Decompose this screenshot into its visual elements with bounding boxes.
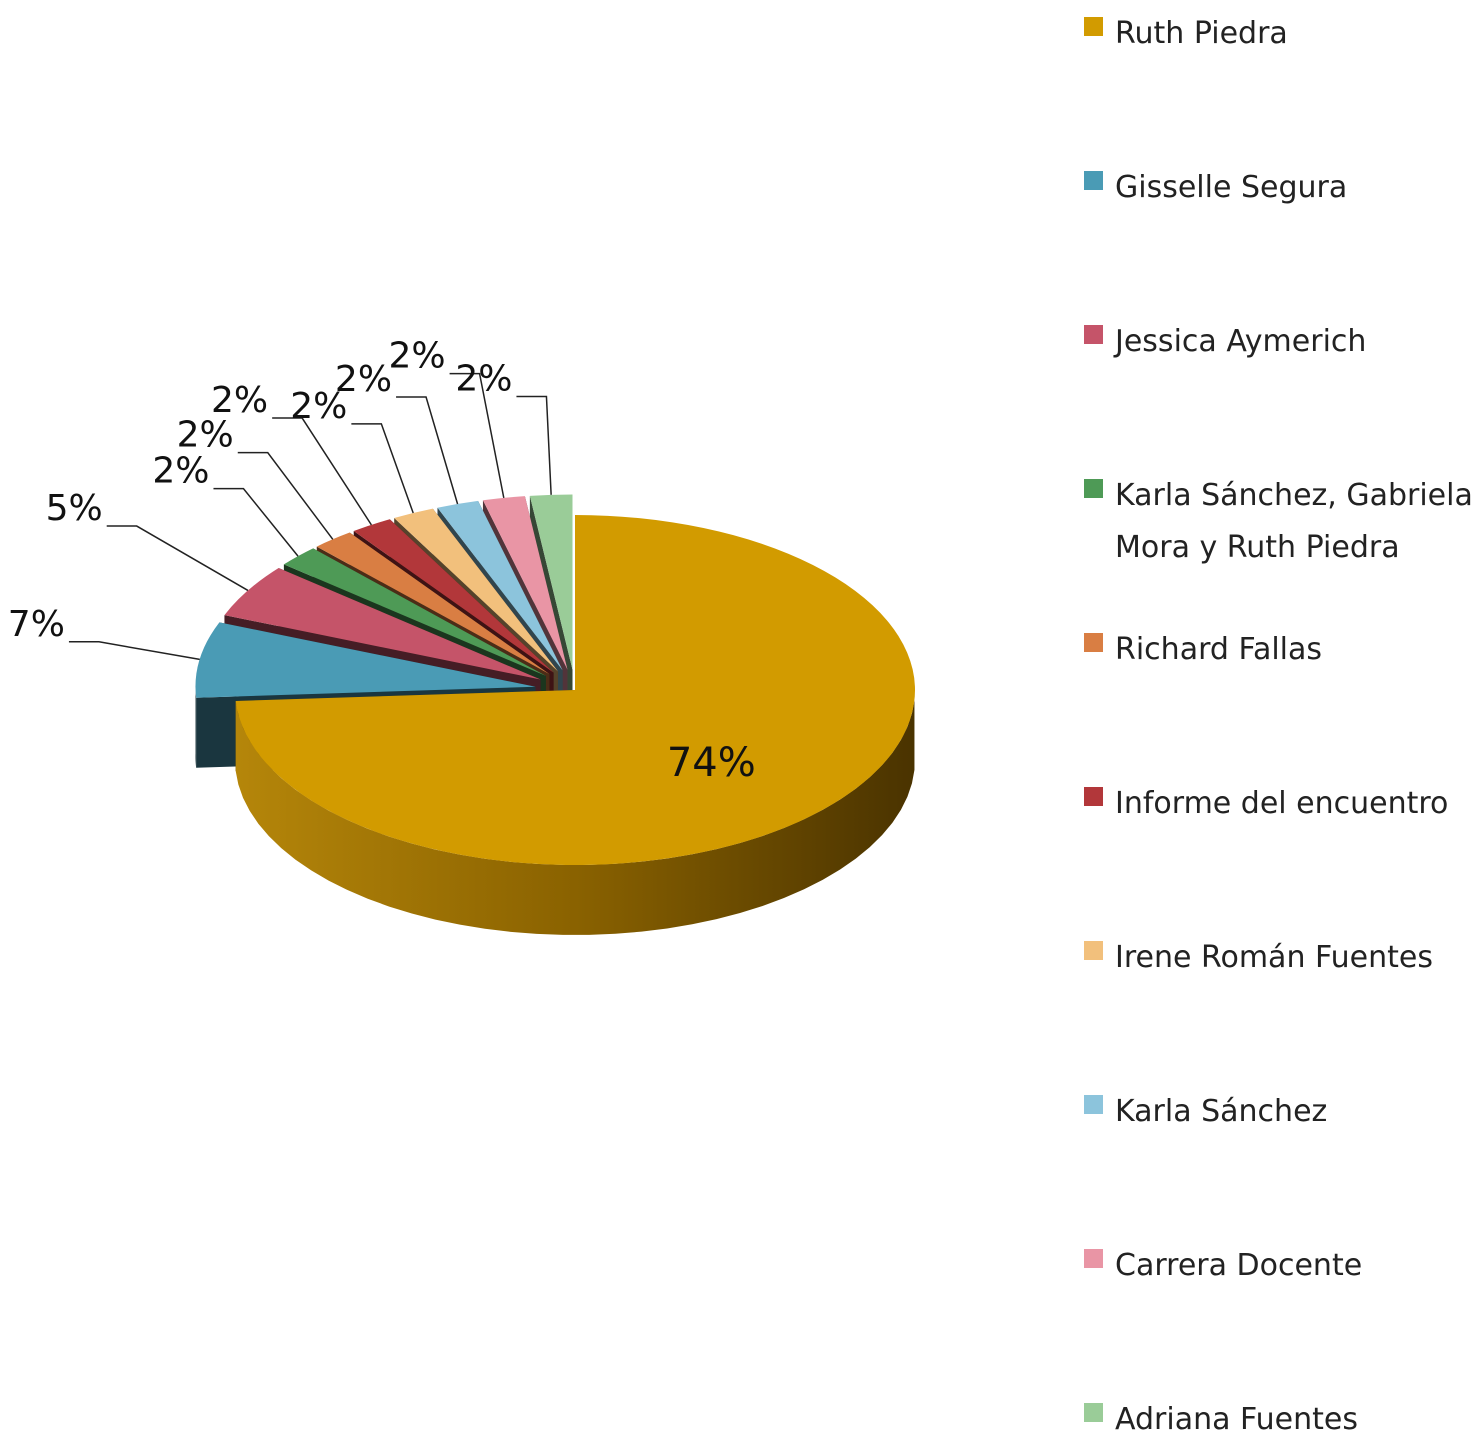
legend-swatch [1084,633,1103,652]
legend-label: Adriana Fuentes [1115,1402,1358,1437]
legend-swatch [1084,325,1103,344]
leader-line-3 [213,487,299,557]
pie-tops-group [195,494,916,865]
data-label-1: 7% [8,604,65,645]
data-labels-group: 74%2%2%2%2%2%2%2%5%7% [8,336,756,786]
data-label-8: 2% [388,336,445,377]
legend-swatch [1084,1403,1103,1422]
pie-slice-side [235,699,915,935]
legend-swatch [1084,941,1103,960]
data-label-4: 2% [177,415,234,456]
pie-slice-8 [482,496,568,670]
legend-item: Adriana Fuentes [1084,1394,1484,1446]
legend-label: Richard Fallas [1115,632,1323,667]
pie-slice-1 [195,622,536,698]
legend-item: Richard Fallas [1084,624,1484,676]
data-label-7: 2% [335,359,392,400]
leader-line-7 [396,396,459,505]
leader-line-1 [68,641,200,661]
pie-slice-3 [283,548,546,676]
data-label-9: 2% [455,358,512,399]
data-label-5: 2% [211,380,268,421]
legend-swatch [1084,1095,1103,1114]
legend-swatch [1084,1249,1103,1268]
pie-slice-7 [437,500,563,671]
legend-label: Jessica Aymerich [1115,324,1367,359]
legend-item: Carrera Docente [1084,1240,1484,1292]
legend: Ruth Piedra Gisselle Segura Jessica Aymeri… [1084,0,1484,1437]
leader-line-8 [449,372,505,499]
legend-swatch [1084,171,1103,190]
legend-swatch [1084,17,1103,36]
data-label-0: 74% [667,740,756,786]
legend-item: Gisselle Segura [1084,162,1484,214]
pie-slice-2 [224,567,541,680]
leader-line-6 [351,423,414,514]
pie-slice-5 [353,519,554,673]
legend-label: Karla Sánchez [1115,1094,1328,1129]
legend-swatch [1084,479,1103,498]
legend-label: Informe del encuentro [1115,786,1449,821]
data-label-6: 2% [290,386,347,427]
legend-label: Gisselle Segura [1115,170,1348,205]
legend-swatch [1084,787,1103,806]
pie-slice-9 [529,494,573,670]
leader-line-4 [237,451,334,540]
pie-slice-0 [235,515,916,865]
pie-chart: 74%2%2%2%2%2%2%2%5%7% [8,336,916,935]
legend-item: Karla Sánchez, Gabriela Mora y Ruth Pied… [1084,470,1484,574]
legend-label: Ruth Piedra [1115,16,1288,51]
legend-item: Informe del encuentro [1084,778,1484,830]
legend-item: Ruth Piedra [1084,8,1484,60]
legend-item: Jessica Aymerich [1084,316,1484,368]
pie-slice-4 [316,532,550,675]
legend-label: Karla Sánchez, Gabriela Mora y Ruth Pied… [1115,478,1473,565]
data-label-2: 5% [46,488,103,529]
legend-label: Carrera Docente [1115,1248,1363,1283]
pie-slice-6 [394,508,558,672]
leader-line-2 [106,525,249,592]
legend-item: Irene Román Fuentes [1084,932,1484,984]
data-label-3: 2% [152,451,209,492]
legend-item: Karla Sánchez [1084,1086,1484,1138]
leader-lines-group [68,372,552,661]
pie-slice-side [195,683,197,768]
leader-line-9 [516,395,552,495]
legend-label: Irene Román Fuentes [1115,940,1433,975]
leader-line-5 [272,417,373,526]
